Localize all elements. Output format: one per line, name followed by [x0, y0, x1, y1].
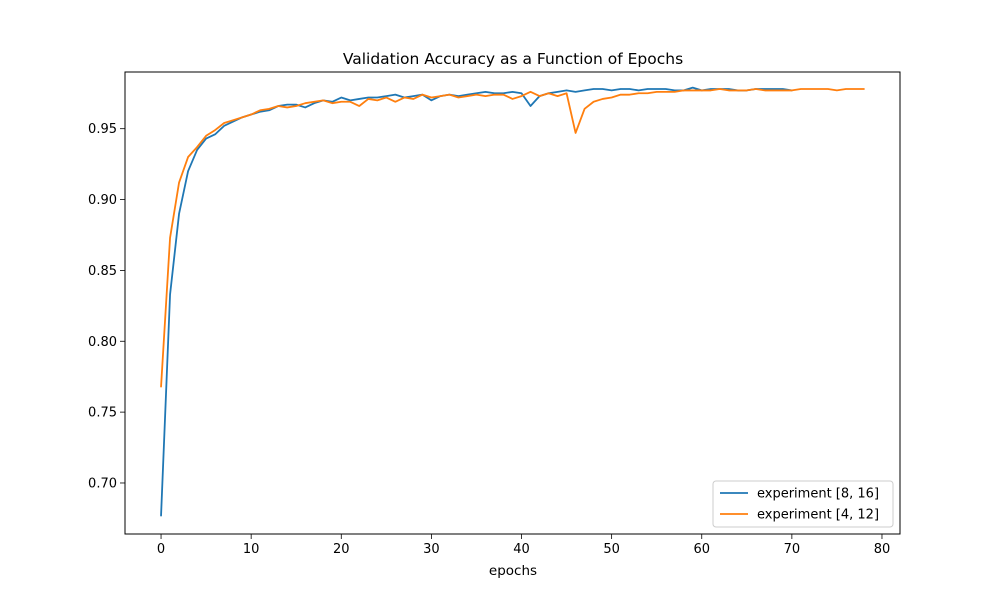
x-axis-ticks: 0 10 20 30 40 50 60 70 80	[157, 534, 890, 557]
x-tick-label: 70	[784, 542, 801, 557]
series-line-1	[160, 88, 865, 388]
y-tick-label: 0.95	[88, 122, 117, 137]
x-tick-label: 40	[513, 542, 530, 557]
y-axis-ticks: 0.70 0.75 0.80 0.85 0.90 0.95	[88, 122, 125, 491]
y-tick-label: 0.90	[88, 193, 117, 208]
x-tick-label: 20	[333, 542, 350, 557]
legend-label-0: experiment [8, 16]	[757, 487, 879, 502]
series-line-0	[160, 86, 793, 517]
legend-box	[712, 480, 894, 528]
x-tick-label: 60	[693, 542, 710, 557]
x-tick-label: 50	[603, 542, 620, 557]
x-tick-label: 0	[157, 542, 165, 557]
x-tick-label: 10	[243, 542, 260, 557]
y-tick-label: 0.85	[88, 264, 117, 279]
y-tick-label: 0.75	[88, 406, 117, 421]
series-layer	[160, 86, 865, 517]
plot-frame	[124, 71, 901, 535]
legend: experiment [8, 16] experiment [4, 12]	[712, 480, 894, 528]
y-tick-label: 0.80	[88, 335, 117, 350]
x-axis-label: epochs	[489, 563, 537, 579]
y-tick-label: 0.70	[88, 476, 117, 491]
x-tick-label: 30	[423, 542, 440, 557]
x-tick-label: 80	[874, 542, 891, 557]
legend-label-1: experiment [4, 12]	[757, 508, 879, 523]
chart-title: Validation Accuracy as a Function of Epo…	[343, 50, 683, 68]
